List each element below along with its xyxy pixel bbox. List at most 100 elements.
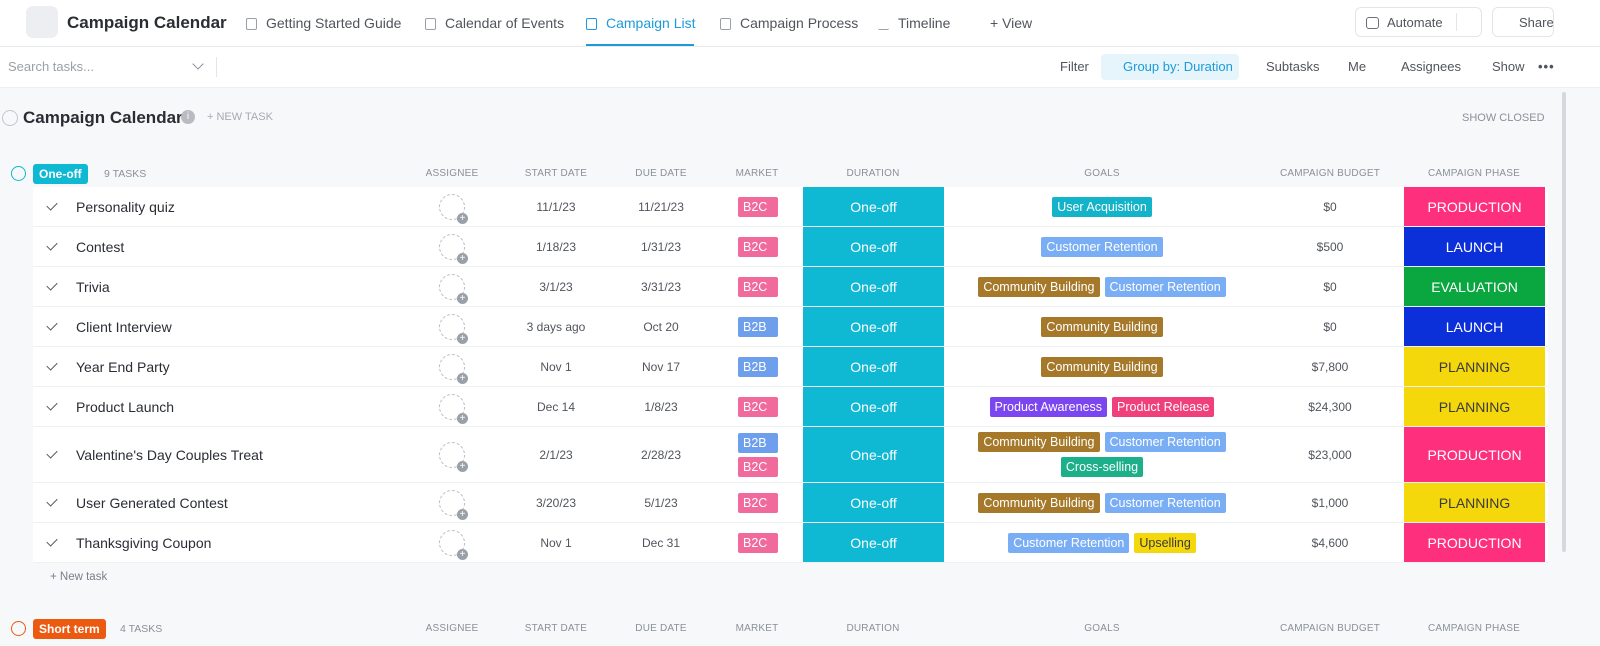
task-name[interactable]: Product Launch bbox=[76, 398, 175, 415]
market-tag: B2C bbox=[738, 456, 778, 477]
market-tag: B2B bbox=[738, 356, 778, 377]
market-tag: B2C bbox=[738, 276, 778, 297]
me-button[interactable]: Me bbox=[1348, 59, 1367, 74]
assignee-placeholder[interactable] bbox=[439, 489, 468, 520]
assignee-placeholder[interactable] bbox=[439, 441, 468, 472]
tab-add-view[interactable]: + View bbox=[990, 15, 1033, 31]
column-header: CAMPAIGN BUDGET bbox=[1279, 623, 1381, 634]
assignee-cell bbox=[412, 227, 492, 266]
market-cell: B2C bbox=[738, 483, 780, 522]
duration-cell: One-off bbox=[803, 427, 944, 482]
share-button[interactable]: Share bbox=[1492, 7, 1554, 37]
group-by-button[interactable]: Group by: Duration bbox=[1101, 54, 1239, 80]
start-date: 11/1/23 bbox=[536, 199, 576, 214]
due-date: 1/31/23 bbox=[640, 239, 682, 254]
goals-cell: Community Building Customer Retention bbox=[950, 267, 1254, 306]
start-date: 2/1/23 bbox=[539, 447, 573, 462]
phase-cell: PRODUCTION bbox=[1404, 523, 1545, 562]
toolbar: Search tasks... Filter Group by: Duratio… bbox=[0, 47, 1600, 88]
start-date: 3 days ago bbox=[526, 319, 586, 334]
tab-active[interactable]: Campaign List bbox=[586, 0, 696, 46]
tab[interactable]: Getting Started Guide bbox=[246, 0, 401, 46]
automate-button[interactable]: Automate bbox=[1355, 7, 1482, 37]
group-toggle[interactable] bbox=[11, 166, 26, 181]
due-date: Oct 20 bbox=[643, 319, 679, 334]
new-task-button[interactable]: + NEW TASK bbox=[207, 111, 273, 123]
task-row: Client Interview 3 days ago Oct 20 B2B One-o… bbox=[33, 307, 1548, 347]
goals-cell: User Acquisition bbox=[950, 187, 1254, 226]
group-toggle[interactable] bbox=[11, 621, 26, 636]
show-closed-button[interactable]: SHOW CLOSED bbox=[1462, 112, 1545, 124]
info-icon[interactable]: i bbox=[181, 110, 195, 124]
assignees-button[interactable]: Assignees bbox=[1401, 59, 1461, 74]
column-header: GOALS bbox=[1084, 623, 1120, 634]
task-name[interactable]: Personality quiz bbox=[76, 198, 175, 215]
task-name[interactable]: User Generated Contest bbox=[76, 494, 228, 511]
column-header: CAMPAIGN PHASE bbox=[1427, 168, 1521, 179]
market-cell: B2B B2C bbox=[738, 427, 780, 482]
column-header: GOALS bbox=[1084, 168, 1120, 179]
assignee-placeholder[interactable] bbox=[439, 273, 468, 304]
check-icon[interactable] bbox=[46, 495, 58, 507]
automate-label: Automate bbox=[1387, 15, 1443, 30]
goals-cell: Product Awareness Product Release bbox=[950, 387, 1254, 426]
phase-cell: PRODUCTION bbox=[1404, 427, 1545, 482]
assignee-cell bbox=[412, 187, 492, 226]
goal-tag: User Acquisition bbox=[1052, 196, 1152, 217]
assignee-placeholder[interactable] bbox=[439, 529, 468, 560]
assignee-placeholder[interactable] bbox=[439, 233, 468, 264]
check-icon[interactable] bbox=[46, 535, 58, 547]
assignee-placeholder[interactable] bbox=[439, 193, 468, 224]
group-badge: Short term bbox=[33, 619, 106, 639]
task-name[interactable]: Year End Party bbox=[76, 358, 170, 375]
divider bbox=[216, 57, 217, 77]
check-icon[interactable] bbox=[46, 447, 58, 459]
check-icon[interactable] bbox=[46, 359, 58, 371]
tab[interactable]: Campaign Process bbox=[720, 0, 858, 46]
check-icon[interactable] bbox=[46, 279, 58, 291]
more-button[interactable]: ••• bbox=[1538, 59, 1555, 74]
column-header: MARKET bbox=[735, 168, 779, 179]
budget: $500 bbox=[1316, 239, 1344, 254]
search-input[interactable]: Search tasks... bbox=[8, 59, 94, 74]
market-cell: B2C bbox=[738, 187, 780, 226]
subtasks-button[interactable]: Subtasks bbox=[1266, 59, 1320, 74]
market-cell: B2C bbox=[738, 387, 780, 426]
collapse-toggle[interactable] bbox=[2, 110, 18, 126]
filter-button[interactable]: Filter bbox=[1060, 59, 1089, 74]
search-dropdown[interactable] bbox=[192, 58, 204, 70]
show-button[interactable]: Show bbox=[1492, 59, 1525, 74]
start-date: 3/20/23 bbox=[535, 495, 577, 510]
task-name[interactable]: Contest bbox=[76, 238, 125, 255]
assignee-cell bbox=[412, 387, 492, 426]
task-name[interactable]: Trivia bbox=[76, 278, 110, 295]
task-name[interactable]: Thanksgiving Coupon bbox=[76, 534, 212, 551]
duration-cell: One-off bbox=[803, 187, 944, 226]
market-tag: B2C bbox=[738, 396, 778, 417]
new-task-link[interactable]: + New task bbox=[50, 571, 108, 583]
task-row: Personality quiz 11/1/23 11/21/23 B2C One-of… bbox=[33, 187, 1548, 227]
task-name[interactable]: Client Interview bbox=[76, 318, 172, 335]
due-date: Dec 31 bbox=[641, 535, 681, 550]
column-header: DURATION bbox=[846, 168, 900, 179]
check-icon[interactable] bbox=[46, 319, 58, 331]
check-icon[interactable] bbox=[46, 199, 58, 211]
goals-cell: Community Building Customer Retention Cros… bbox=[950, 427, 1254, 482]
goal-tag: Product Release bbox=[1112, 396, 1215, 417]
tab[interactable]: Calendar of Events bbox=[425, 0, 564, 46]
assignee-placeholder[interactable] bbox=[439, 393, 468, 424]
market-cell: B2C bbox=[738, 267, 780, 306]
assignee-placeholder[interactable] bbox=[439, 313, 468, 344]
check-icon[interactable] bbox=[46, 239, 58, 251]
assignee-placeholder[interactable] bbox=[439, 353, 468, 384]
space-icon bbox=[26, 6, 58, 38]
check-icon[interactable] bbox=[46, 399, 58, 411]
top-bar: Campaign Calendar Getting Started Guide … bbox=[0, 0, 1600, 47]
task-name[interactable]: Valentine's Day Couples Treat bbox=[76, 446, 263, 463]
assignee-cell bbox=[412, 267, 492, 306]
tab[interactable]: Timeline bbox=[878, 0, 950, 46]
goal-tag: Customer Retention bbox=[1104, 276, 1226, 297]
market-tag: B2C bbox=[738, 492, 778, 513]
due-date: 11/21/23 bbox=[638, 199, 684, 214]
